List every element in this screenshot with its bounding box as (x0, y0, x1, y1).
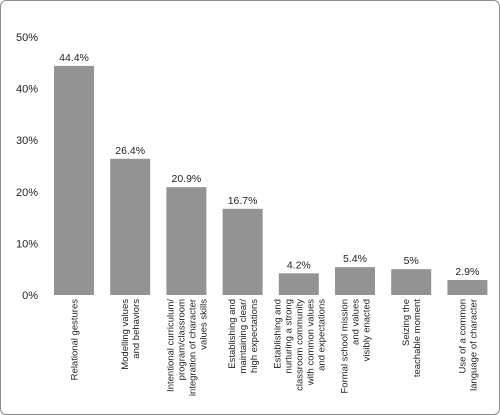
x-tick-label-line: high expectations (249, 299, 260, 373)
x-tick-label-line: integration of character (187, 299, 198, 396)
y-tick-label: 50% (16, 32, 38, 44)
data-label: 16.7% (228, 195, 258, 207)
x-tick-label: Formal school mission and values visibly e… (340, 299, 373, 394)
x-tick-label-line: values skills (198, 299, 209, 350)
x-tick-label-line: Formal school mission (340, 299, 351, 394)
y-tick-label: 30% (16, 135, 38, 147)
x-tick-label-line: Establishing and (227, 299, 238, 369)
x-tick-label: Use of a common language of character (457, 299, 479, 391)
bar (278, 273, 319, 295)
bar (110, 158, 151, 295)
y-tick-label: 20% (16, 187, 38, 199)
x-tick-label-line: and behaviors (131, 299, 142, 359)
x-tick-label: Establishing and nurturing a strong classr… (272, 299, 327, 391)
x-tick-label-line: Use of a common (457, 299, 468, 373)
x-tick-label: Intentional curriculum/program/classroom… (165, 299, 209, 397)
data-label: 20.9% (172, 173, 202, 185)
x-tick-label-line: visibly enacted (362, 299, 373, 361)
bar (447, 280, 488, 295)
x-tick-label-line: classroom community (294, 299, 305, 391)
data-label: 5% (404, 255, 419, 267)
x-tick-label-line: and values (351, 299, 362, 345)
x-tick-label-line: nurturing a strong (283, 299, 294, 373)
x-tick-label-line: language of character (468, 299, 479, 391)
bar (335, 267, 375, 295)
bar (54, 65, 94, 295)
y-tick-label: 10% (16, 238, 38, 250)
data-label: 44.4% (59, 52, 89, 64)
x-tick-label: Seizing the teachable moment (401, 299, 423, 378)
x-tick-label-line: Intentional curriculum/ (165, 299, 176, 392)
x-tick-label-line: maintaining clear/ (238, 299, 249, 374)
x-tick-label-line: Seizing the (401, 299, 412, 346)
x-tick-label: Establishing and maintaining clear/high e… (227, 299, 260, 374)
y-tick-label: 0% (22, 290, 38, 302)
x-tick-label: Relational gestures (70, 299, 81, 381)
y-tick-label: 40% (16, 84, 38, 96)
bar (222, 208, 263, 295)
x-tick-label-line: teachable moment (412, 299, 423, 378)
bar (391, 269, 432, 295)
data-label: 26.4% (115, 145, 145, 157)
x-tick-label-line: Relational gestures (70, 299, 81, 381)
x-tick-label-line: program/classroom (176, 299, 187, 380)
data-label: 5.4% (343, 253, 367, 265)
data-label: 2.9% (455, 266, 479, 278)
x-tick-label-line: and expectations (316, 299, 327, 371)
data-label: 4.2% (287, 259, 311, 271)
x-tick-label-line: Establishing and (272, 299, 283, 369)
x-tick-label-line: Modelling values (120, 299, 131, 370)
x-tick-label-line: with common values (305, 299, 316, 386)
x-tick-label: Modelling values and behaviors (120, 299, 142, 370)
bar (166, 187, 207, 295)
